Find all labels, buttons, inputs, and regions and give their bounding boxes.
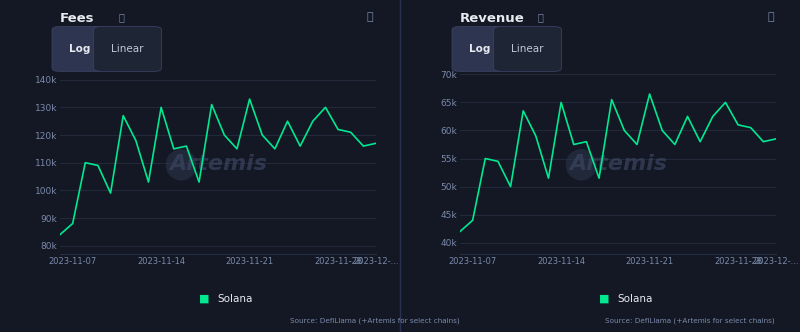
Text: ⤓: ⤓ xyxy=(767,12,774,22)
Text: Fees: Fees xyxy=(60,12,94,25)
Text: ⬤: ⬤ xyxy=(563,148,597,180)
Text: Linear: Linear xyxy=(111,44,144,54)
Text: Solana: Solana xyxy=(218,294,253,304)
Text: Artemis: Artemis xyxy=(569,154,667,174)
Text: ■: ■ xyxy=(198,294,210,304)
Text: Source: DefiLlama (+Artemis for select chains): Source: DefiLlama (+Artemis for select c… xyxy=(605,317,774,324)
Text: Log: Log xyxy=(69,44,90,54)
Text: Artemis: Artemis xyxy=(169,154,267,174)
Text: ⤓: ⤓ xyxy=(366,12,373,22)
Text: ⓘ: ⓘ xyxy=(538,12,543,22)
Text: Source: DefiLlama (+Artemis for select chains): Source: DefiLlama (+Artemis for select c… xyxy=(290,317,459,324)
Text: ■: ■ xyxy=(598,294,610,304)
Text: Log: Log xyxy=(469,44,490,54)
Text: ⬤: ⬤ xyxy=(163,148,197,180)
Text: Revenue: Revenue xyxy=(460,12,525,25)
Text: Solana: Solana xyxy=(618,294,653,304)
Text: ⓘ: ⓘ xyxy=(118,12,124,22)
Text: Linear: Linear xyxy=(511,44,544,54)
